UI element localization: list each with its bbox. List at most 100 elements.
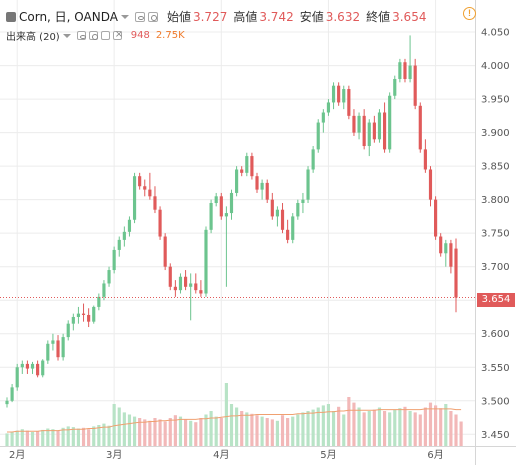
candle-body <box>301 199 305 204</box>
volume-bar <box>362 412 366 446</box>
candle-body <box>112 249 116 271</box>
volume-bar <box>311 409 315 446</box>
candle-body <box>240 169 244 173</box>
candle-body <box>347 89 351 116</box>
candle-body <box>127 219 132 232</box>
candle-body <box>143 186 147 190</box>
candle-body <box>5 400 9 405</box>
x-tick-label: 5月 <box>320 449 336 461</box>
candle-body <box>122 231 126 240</box>
candle-body <box>398 62 402 79</box>
volume-bar <box>173 415 177 446</box>
volume-bar <box>280 415 285 446</box>
candle-body <box>342 89 346 103</box>
candle-body <box>173 286 177 291</box>
volume-bar <box>66 426 70 446</box>
volume-bar <box>301 412 305 446</box>
volume-bar <box>286 418 290 446</box>
volume-remove-icon[interactable] <box>112 29 123 40</box>
volume-bar <box>270 419 274 446</box>
y-tick-label: 4.050 <box>481 28 510 39</box>
candle-body <box>30 363 35 369</box>
volume-bar <box>81 427 86 446</box>
y-tick-label: 3.450 <box>481 430 510 441</box>
volume-bar <box>102 423 106 446</box>
y-tick-label: 3.900 <box>481 128 510 139</box>
candle-body <box>372 122 376 140</box>
volume-bar <box>255 415 259 446</box>
volume-label[interactable]: 出来高 (20) <box>6 32 60 43</box>
x-tick-label: 6月 <box>427 449 443 461</box>
settings-icon[interactable] <box>147 11 158 22</box>
volume-bar <box>275 420 280 446</box>
eye-icon[interactable] <box>134 11 145 22</box>
candle-body <box>454 248 458 298</box>
volume-bar <box>321 405 325 446</box>
candle-body <box>280 209 285 230</box>
volume-bar <box>342 414 346 446</box>
volume-bar <box>444 404 448 446</box>
candle-body <box>224 213 228 217</box>
candle-body <box>388 95 392 150</box>
candle-body <box>153 196 157 210</box>
volume-source-icon[interactable] <box>100 31 110 40</box>
volume-ma-line <box>7 408 462 433</box>
symbol-label[interactable]: Corn, 日, OANDA <box>19 10 118 24</box>
volume-bar <box>163 421 167 446</box>
alert-icon[interactable]: ! <box>463 7 476 20</box>
volume-bar <box>168 418 172 446</box>
candle-body <box>403 62 407 79</box>
volume-dropdown-icon[interactable] <box>62 33 71 38</box>
volume-bar <box>92 426 96 446</box>
symbol-dropdown-icon[interactable] <box>120 14 129 19</box>
candle-body <box>362 115 366 147</box>
volume-settings-icon[interactable] <box>88 31 98 40</box>
legend-volume: 出来高 (20) 948 2.75K <box>6 28 185 43</box>
candle-body <box>158 209 162 237</box>
candle-body <box>10 387 14 401</box>
volume-bar <box>219 418 223 446</box>
collapse-toggle-icon[interactable] <box>6 11 16 22</box>
y-tick-label: 3.800 <box>481 195 510 206</box>
volume-bar <box>15 430 19 446</box>
candle-body <box>46 343 50 361</box>
candle-body <box>132 176 137 220</box>
candle-body <box>189 283 193 287</box>
candle-body <box>25 363 29 369</box>
candle-body <box>229 192 234 214</box>
volume-bar <box>143 419 147 446</box>
volume-bar <box>158 419 162 446</box>
y-tick-label: 3.700 <box>481 262 510 273</box>
volume-bar <box>199 418 203 446</box>
open-value: 3.727 <box>192 9 228 24</box>
candle-body <box>183 276 188 287</box>
x-tick-label: 4月 <box>213 449 229 461</box>
volume-eye-icon[interactable] <box>76 31 86 40</box>
candle-body <box>148 189 152 197</box>
y-tick-label: 3.850 <box>481 162 510 173</box>
high-value: 3.742 <box>259 9 294 24</box>
volume-bar <box>51 429 55 446</box>
open-key: 始値 <box>166 10 191 24</box>
close-key: 終値 <box>366 10 391 24</box>
volume-bar <box>398 408 402 446</box>
volume-bar <box>76 428 81 446</box>
volume-bar <box>245 412 249 446</box>
volume-bar <box>127 414 132 446</box>
candle-body <box>219 196 223 217</box>
candle-body <box>117 239 121 250</box>
volume-bar <box>10 432 14 446</box>
volume-bar <box>36 431 40 446</box>
volume-bar <box>132 416 137 446</box>
candle-body <box>87 314 91 322</box>
candle-body <box>71 316 75 324</box>
volume-bar <box>20 429 24 446</box>
volume-bar <box>316 407 320 446</box>
candle-body <box>377 112 382 140</box>
candle-body <box>321 112 325 123</box>
volume-bar <box>439 408 443 446</box>
candle-body <box>178 276 183 291</box>
volume-bar <box>428 402 433 446</box>
